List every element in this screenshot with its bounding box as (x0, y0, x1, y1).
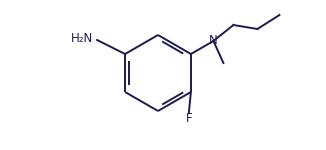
Text: F: F (185, 111, 192, 124)
Text: H₂N: H₂N (71, 33, 93, 45)
Text: N: N (209, 34, 218, 48)
